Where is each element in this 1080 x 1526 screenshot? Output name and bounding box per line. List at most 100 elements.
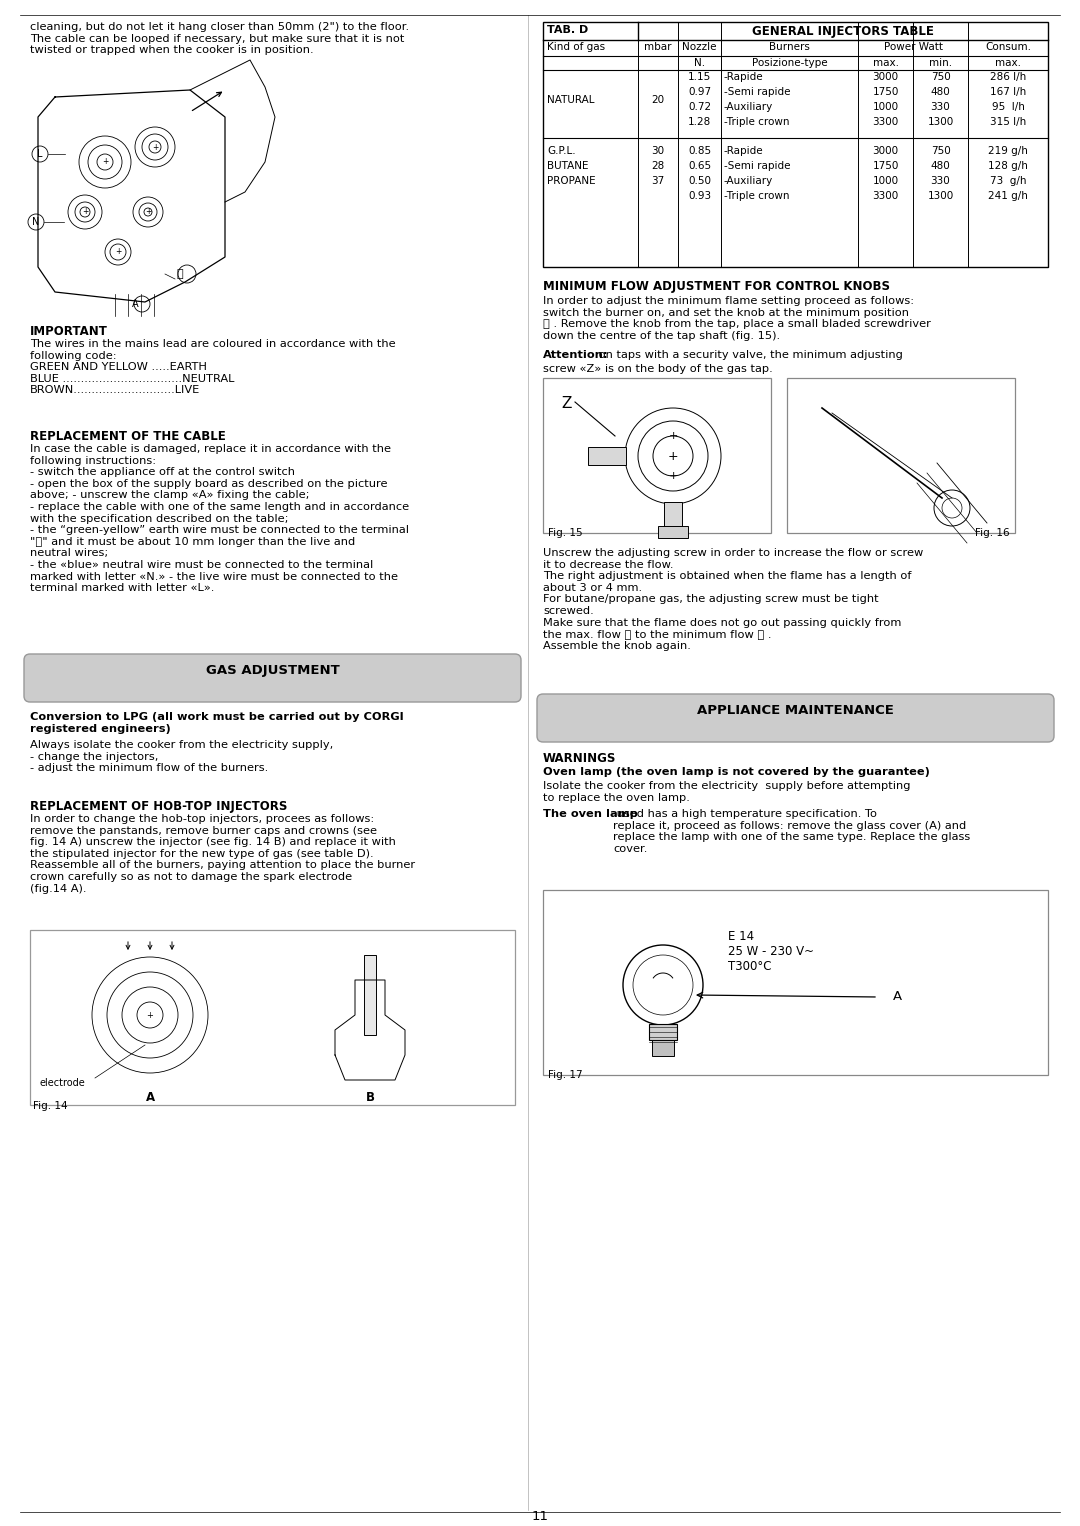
Text: 25 W - 230 V~: 25 W - 230 V~ xyxy=(728,945,814,958)
Text: APPLIANCE MAINTENANCE: APPLIANCE MAINTENANCE xyxy=(697,703,894,717)
Text: In case the cable is damaged, replace it in accordance with the
following instru: In case the cable is damaged, replace it… xyxy=(30,444,409,594)
Text: -Semi rapide: -Semi rapide xyxy=(724,162,791,171)
Text: Fig. 16: Fig. 16 xyxy=(975,528,1010,539)
Text: 286 l/h: 286 l/h xyxy=(990,72,1026,82)
Text: REPLACEMENT OF THE CABLE: REPLACEMENT OF THE CABLE xyxy=(30,430,226,443)
Text: GENERAL INJECTORS TABLE: GENERAL INJECTORS TABLE xyxy=(752,24,934,38)
Text: 30: 30 xyxy=(651,146,664,156)
Text: 480: 480 xyxy=(931,87,950,98)
Text: 1000: 1000 xyxy=(873,175,899,186)
Text: G.P.L.: G.P.L. xyxy=(546,146,576,156)
Text: 1300: 1300 xyxy=(928,191,954,201)
Text: MINIMUM FLOW ADJUSTMENT FOR CONTROL KNOBS: MINIMUM FLOW ADJUSTMENT FOR CONTROL KNOB… xyxy=(543,279,890,293)
Text: +: + xyxy=(669,430,677,441)
Bar xyxy=(652,1041,674,1056)
Text: 0.93: 0.93 xyxy=(688,191,711,201)
Text: In order to adjust the minimum flame setting proceed as follows:
switch the burn: In order to adjust the minimum flame set… xyxy=(543,296,931,340)
Text: Nozzle: Nozzle xyxy=(683,43,717,52)
Text: 0.50: 0.50 xyxy=(688,175,711,186)
Bar xyxy=(664,502,681,526)
Text: 20: 20 xyxy=(651,95,664,105)
Text: max.: max. xyxy=(995,58,1021,69)
Text: A: A xyxy=(146,1091,154,1103)
Text: Burners: Burners xyxy=(769,43,810,52)
Text: electrode: electrode xyxy=(40,1077,85,1088)
Text: A: A xyxy=(893,990,902,1003)
Bar xyxy=(543,890,1048,1074)
Text: The wires in the mains lead are coloured in accordance with the
following code:
: The wires in the mains lead are coloured… xyxy=(30,339,395,395)
Text: Always isolate the cooker from the electricity supply,
- change the injectors,
-: Always isolate the cooker from the elect… xyxy=(30,740,334,774)
Text: B: B xyxy=(365,1091,375,1103)
Bar xyxy=(787,378,1015,533)
Text: 480: 480 xyxy=(931,162,950,171)
Text: -Triple crown: -Triple crown xyxy=(724,118,789,127)
Text: 315 l/h: 315 l/h xyxy=(990,118,1026,127)
Text: 11: 11 xyxy=(531,1511,549,1523)
Text: ⏚: ⏚ xyxy=(177,269,184,279)
Text: WARNINGS: WARNINGS xyxy=(543,752,617,765)
Text: cleaning, but do not let it hang closer than 50mm (2") to the floor.
The cable c: cleaning, but do not let it hang closer … xyxy=(30,21,409,55)
Text: L: L xyxy=(37,150,43,159)
Text: 37: 37 xyxy=(651,175,664,186)
Text: 0.72: 0.72 xyxy=(688,102,711,111)
Text: NATURAL: NATURAL xyxy=(546,95,594,105)
Text: 219 g/h: 219 g/h xyxy=(988,146,1028,156)
Text: +: + xyxy=(152,142,158,151)
Text: -Semi rapide: -Semi rapide xyxy=(724,87,791,98)
Text: Oven lamp (the oven lamp is not covered by the guarantee): Oven lamp (the oven lamp is not covered … xyxy=(543,768,930,777)
Text: 3300: 3300 xyxy=(873,118,899,127)
Text: +: + xyxy=(145,208,151,217)
Text: Power Watt: Power Watt xyxy=(883,43,943,52)
Text: 1750: 1750 xyxy=(873,87,899,98)
Text: 330: 330 xyxy=(931,102,950,111)
Bar xyxy=(588,447,626,465)
Text: The oven lamp: The oven lamp xyxy=(543,809,638,819)
Text: 241 g/h: 241 g/h xyxy=(988,191,1028,201)
Text: 1000: 1000 xyxy=(873,102,899,111)
Text: 95  l/h: 95 l/h xyxy=(991,102,1025,111)
Text: used has a high temperature specification. To
replace it, proceed as follows: re: used has a high temperature specificatio… xyxy=(613,809,970,855)
Text: REPLACEMENT OF HOB-TOP INJECTORS: REPLACEMENT OF HOB-TOP INJECTORS xyxy=(30,800,287,813)
Text: N: N xyxy=(32,217,40,227)
Text: 3000: 3000 xyxy=(873,146,899,156)
Text: max.: max. xyxy=(873,58,899,69)
Text: Z: Z xyxy=(561,397,571,410)
Bar xyxy=(543,21,1048,267)
Text: +: + xyxy=(669,472,677,481)
Text: -Auxiliary: -Auxiliary xyxy=(724,102,773,111)
Text: -Triple crown: -Triple crown xyxy=(724,191,789,201)
Text: 330: 330 xyxy=(931,175,950,186)
Text: Conversion to LPG (all work must be carried out by CORGI
registered engineers): Conversion to LPG (all work must be carr… xyxy=(30,713,404,734)
Text: mbar: mbar xyxy=(645,43,672,52)
Text: Kind of gas: Kind of gas xyxy=(546,43,605,52)
Text: N.: N. xyxy=(694,58,705,69)
Bar xyxy=(658,526,688,539)
Text: on taps with a security valve, the minimum adjusting: on taps with a security valve, the minim… xyxy=(595,349,903,360)
Text: +: + xyxy=(102,157,108,166)
Text: Fig. 17: Fig. 17 xyxy=(548,1070,582,1080)
Text: In order to change the hob-top injectors, procees as follows:
remove the panstan: In order to change the hob-top injectors… xyxy=(30,813,415,894)
Text: min.: min. xyxy=(929,58,953,69)
Text: 0.97: 0.97 xyxy=(688,87,711,98)
Text: Fig. 14: Fig. 14 xyxy=(33,1100,68,1111)
Text: 1750: 1750 xyxy=(873,162,899,171)
Bar xyxy=(30,929,515,1105)
Text: +: + xyxy=(147,1010,153,1019)
Text: PROPANE: PROPANE xyxy=(546,175,596,186)
Text: 1.15: 1.15 xyxy=(688,72,711,82)
Text: -Rapide: -Rapide xyxy=(724,72,764,82)
Bar xyxy=(543,378,771,533)
Text: 750: 750 xyxy=(931,72,950,82)
Text: 1.28: 1.28 xyxy=(688,118,711,127)
Text: E 14: E 14 xyxy=(728,929,754,943)
FancyBboxPatch shape xyxy=(24,655,521,702)
FancyBboxPatch shape xyxy=(537,694,1054,742)
Text: +: + xyxy=(82,208,89,217)
Text: +: + xyxy=(667,450,678,462)
Text: TAB. D: TAB. D xyxy=(546,24,589,35)
Text: IMPORTANT: IMPORTANT xyxy=(30,325,108,337)
Text: Unscrew the adjusting screw in order to increase the flow or screw
it to decreas: Unscrew the adjusting screw in order to … xyxy=(543,548,923,650)
Text: 73  g/h: 73 g/h xyxy=(989,175,1026,186)
Text: 1300: 1300 xyxy=(928,118,954,127)
Text: 750: 750 xyxy=(931,146,950,156)
